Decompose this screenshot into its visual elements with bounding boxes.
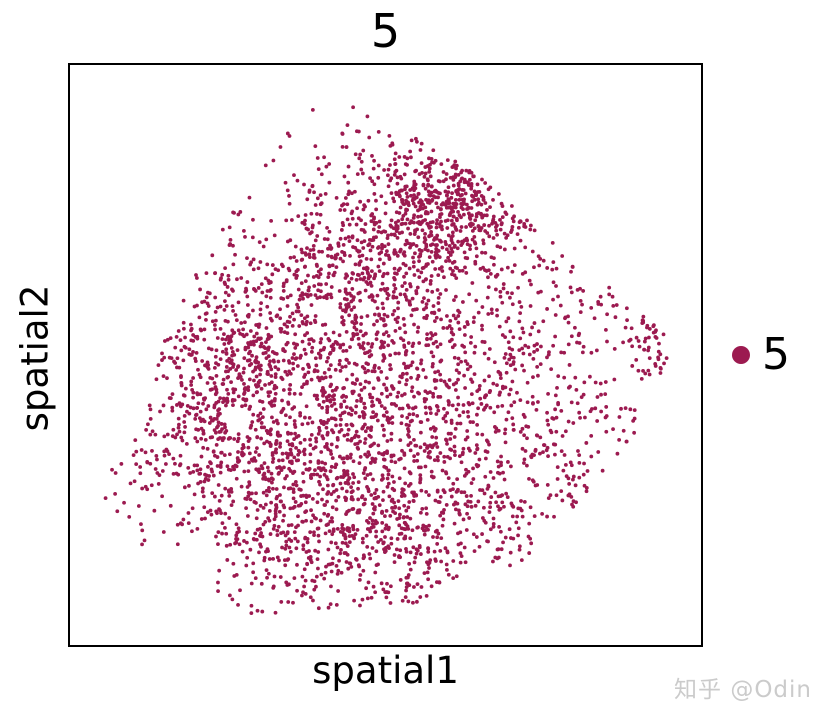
- plot-area: [68, 63, 703, 647]
- legend-marker-icon: [732, 346, 750, 364]
- y-axis-label: spatial2: [13, 284, 57, 432]
- plot-title: 5: [370, 4, 401, 58]
- x-axis-label: spatial1: [312, 649, 459, 692]
- legend: 5: [732, 333, 790, 377]
- legend-label: 5: [762, 329, 790, 380]
- scatter-points: [103, 105, 669, 616]
- watermark: 知乎 @Odin: [674, 677, 812, 703]
